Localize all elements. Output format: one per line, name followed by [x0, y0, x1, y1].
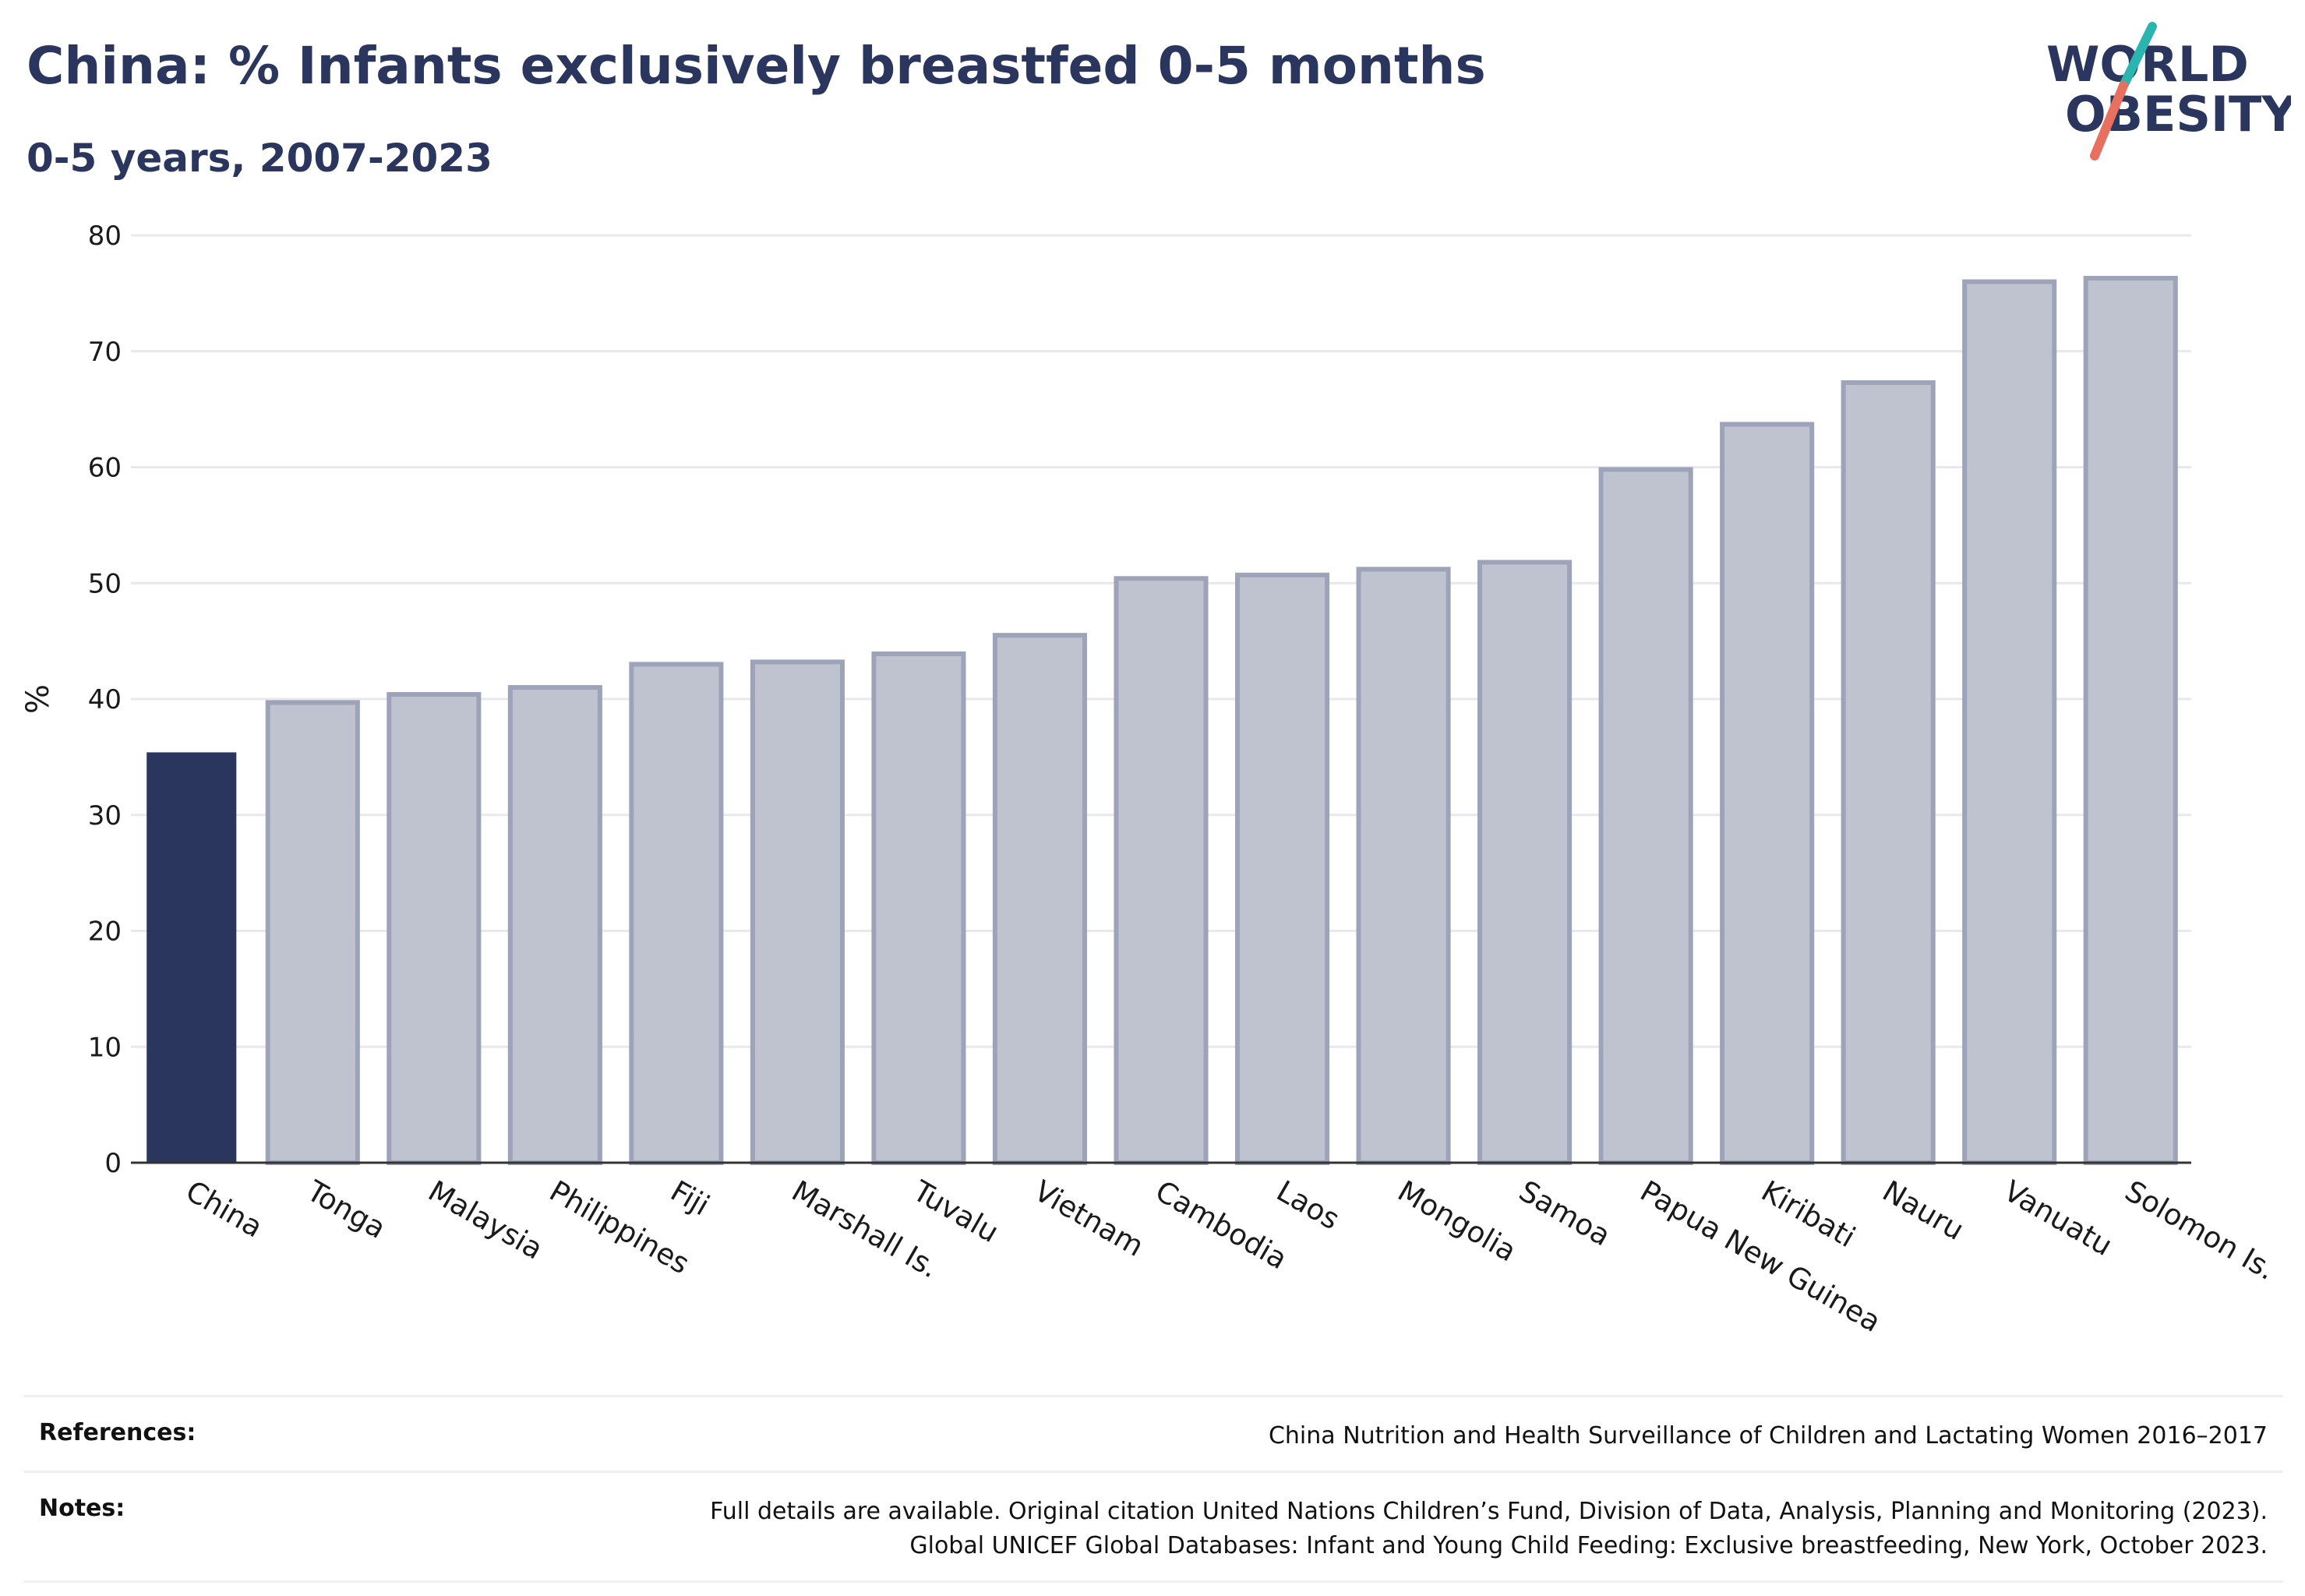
footer: References: China Nutrition and Health S… — [23, 1395, 2283, 1583]
bar-laos — [1234, 572, 1330, 1165]
bar-mongolia — [1356, 567, 1451, 1165]
x-tick-label: Samoa — [1513, 1174, 1616, 1253]
world-obesity-logo: WORLD OBESITY — [2046, 22, 2291, 161]
x-tick-label: Mongolia — [1393, 1174, 1522, 1269]
bar-nauru — [1841, 380, 1936, 1166]
bar-papua-new-guinea — [1598, 467, 1693, 1165]
y-tick-label: 40 — [88, 684, 122, 715]
x-tick-label: Cambodia — [1150, 1174, 1294, 1276]
bar-tuvalu — [871, 651, 966, 1165]
bar-cambodia — [1114, 576, 1209, 1165]
bar-vanuatu — [1962, 279, 2057, 1165]
logo-coral-slash — [2090, 81, 2128, 161]
x-tick-label: Laos — [1271, 1174, 1345, 1237]
y-axis-title: % — [20, 684, 56, 714]
y-tick-labels: 0 10 20 30 40 50 60 70 80 — [88, 221, 122, 1179]
y-tick-label: 60 — [88, 453, 122, 484]
references-text: China Nutrition and Health Surveillance … — [1268, 1422, 2268, 1449]
bar-malaysia — [387, 692, 482, 1165]
x-tick-label: Vanuatu — [1998, 1174, 2118, 1263]
references-row: References: China Nutrition and Health S… — [23, 1395, 2283, 1471]
y-tick-label: 50 — [88, 568, 122, 599]
bar-solomon-is — [2083, 276, 2178, 1166]
y-tick-label: 10 — [88, 1032, 122, 1063]
y-tick-label: 30 — [88, 800, 122, 832]
x-tick-label: Nauru — [1877, 1174, 1970, 1247]
x-tick-label: Fiji — [665, 1174, 715, 1223]
x-tick-label: Malaysia — [422, 1174, 549, 1266]
bar-china — [146, 752, 237, 1163]
notes-line-1: Full details are available. Original cit… — [710, 1498, 2268, 1525]
references-label: References: — [39, 1419, 196, 1446]
chart-title: China: % Infants exclusively breastfed 0… — [26, 36, 1486, 96]
notes-row: Notes: Full details are available. Origi… — [23, 1471, 2283, 1583]
bar-fiji — [629, 662, 724, 1165]
bar-vietnam — [992, 633, 1088, 1165]
bars — [146, 276, 2178, 1166]
bar-samoa — [1477, 560, 1573, 1165]
notes-label: Notes: — [39, 1495, 125, 1522]
bar-tonga — [265, 700, 360, 1165]
y-tick-label: 70 — [88, 337, 122, 368]
y-tick-label: 20 — [88, 916, 122, 948]
y-tick-label: 0 — [104, 1148, 122, 1179]
x-tick-label: Vietnam — [1029, 1174, 1149, 1263]
x-tick-label: Solomon Is. — [2120, 1174, 2282, 1287]
x-tick-label: Kiribati — [1756, 1174, 1861, 1255]
x-tick-label: Tonga — [301, 1174, 391, 1245]
bar-philippines — [507, 685, 602, 1165]
bar-marshall-is — [750, 659, 845, 1165]
y-tick-label: 80 — [88, 221, 122, 252]
logo-teal-slash — [2119, 22, 2157, 90]
x-tick-label: Tuvalu — [907, 1174, 1004, 1249]
x-tick-label: China — [180, 1174, 268, 1245]
notes-line-2: Global UNICEF Global Databases: Infant a… — [909, 1532, 2268, 1559]
chart-subtitle: 0-5 years, 2007-2023 — [26, 136, 492, 181]
bar-kiribati — [1720, 422, 1815, 1165]
